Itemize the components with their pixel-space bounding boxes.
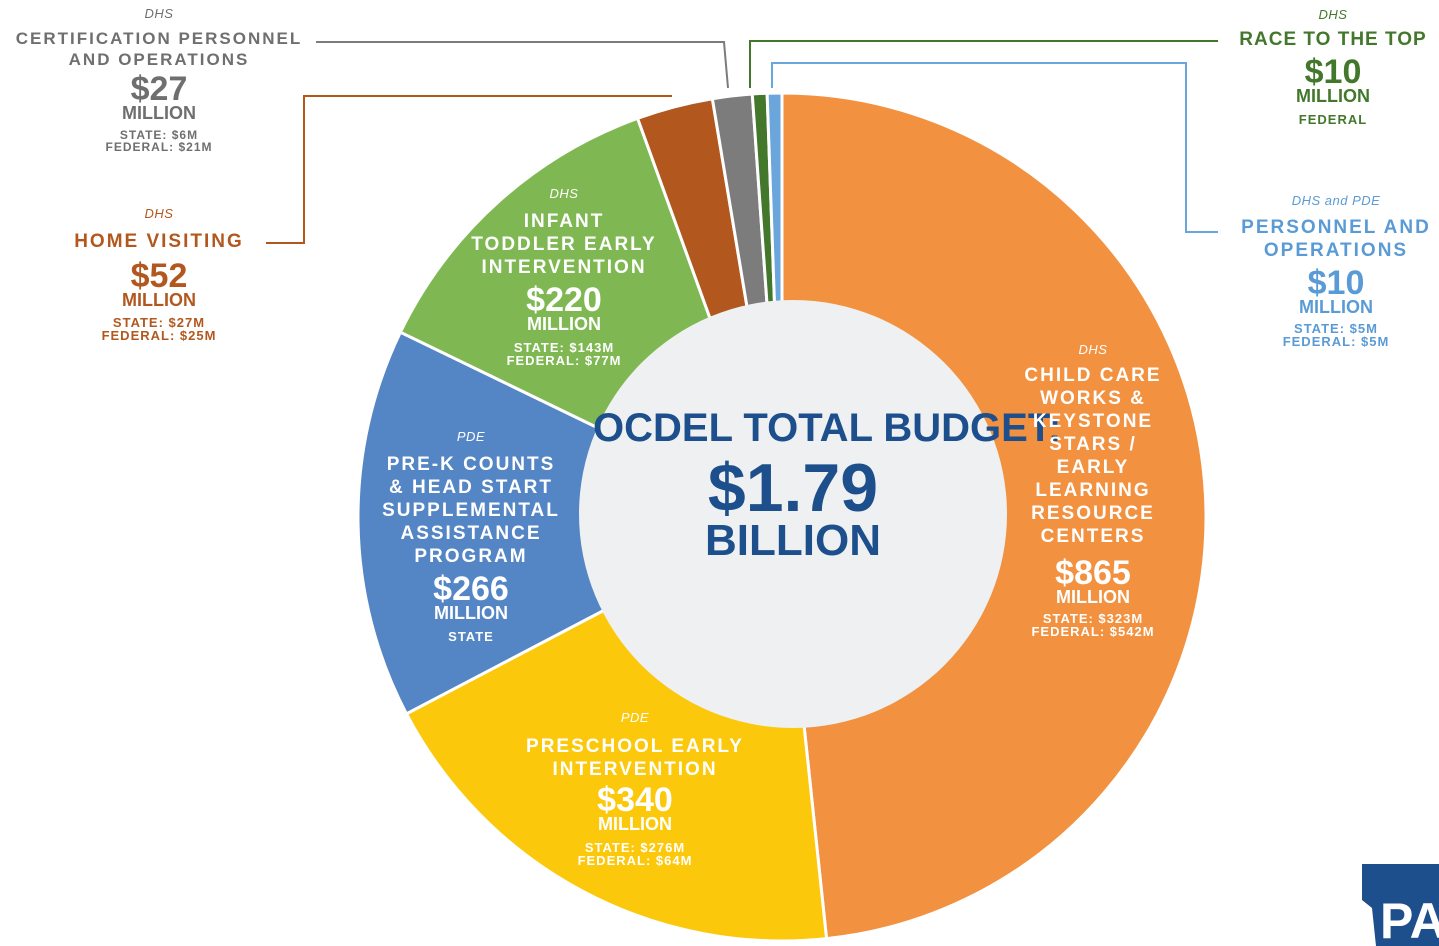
agency-label: DHS [144,206,174,221]
agency-label: DHS and PDE [1291,193,1381,208]
funding-split: STATE: $323M [1042,611,1144,626]
agency-label: DHS [1078,342,1108,357]
logo-text: PA [1380,893,1439,946]
total-unit: BILLION [705,516,881,565]
leader-line-personnel-operations [771,62,1218,233]
funding-split: FEDERAL: $21M [105,140,213,154]
slice-label-pre-k-counts: PDE PRE-K COUNTS & HEAD START SUPPLEMENT… [378,429,564,643]
funding-split: FEDERAL: $5M [1282,334,1390,349]
funding-split: FEDERAL [1298,112,1368,127]
leader-line-race-to-the-top [749,40,1218,88]
amount-unit: MILLION [434,603,508,623]
amount-unit: MILLION [1296,86,1370,106]
amount-label: $10 [1307,264,1365,302]
amount-unit: MILLION [1056,587,1130,607]
program-name-line: INTERVENTION [552,759,718,780]
program-name-line: RESOURCE [1031,503,1155,524]
center-label: OCDEL TOTAL BUDGET: $1.79 BILLION [593,405,1062,565]
agency-label: DHS [144,6,174,21]
funding-split: FEDERAL: $542M [1031,624,1155,639]
amount-unit: MILLION [598,814,672,834]
slice-label-certification: DHS CERTIFICATION PERSONNEL AND OPERATIO… [8,6,310,153]
center-disc [579,300,1007,728]
funding-split: FEDERAL: $77M [506,353,622,368]
program-name-line: OPERATIONS [1263,240,1409,261]
program-name-line: HOME VISITING [74,231,244,252]
leader-line-certification [316,41,729,89]
amount-unit: MILLION [1299,297,1373,317]
program-name-line: CERTIFICATION PERSONNEL [15,29,303,48]
funding-split: STATE [448,629,494,644]
program-name-line: CHILD CARE [1024,365,1162,386]
funding-split: STATE: $143M [513,340,615,355]
leader-line-home-visiting [266,95,672,244]
amount-unit: MILLION [122,290,196,310]
program-name-line: KEYSTONE [1032,411,1154,432]
funding-split: STATE: $5M [1294,321,1378,336]
slice-label-child-care: DHS CHILD CARE WORKS & KEYSTONE STARS / … [1008,342,1178,638]
amount-label: $10 [1304,53,1362,91]
slice-label-race-to-the-top: DHS RACE TO THE TOP $10 MILLION FEDERAL [1228,7,1438,126]
program-name-line: LEARNING [1035,480,1151,501]
amount-label: $52 [130,257,188,295]
amount-label: $220 [526,281,602,319]
program-name-line: SUPPLEMENTAL [382,500,560,521]
program-name-line: INFANT [523,211,605,232]
program-name-line: PROGRAM [414,546,528,567]
agency-label: PDE [456,429,486,444]
total-amount: $1.79 [707,450,879,526]
keystone-shape [1362,864,1439,946]
program-name-line: TODDLER EARLY [471,234,657,255]
amount-label: $340 [597,781,673,819]
agency-label: DHS [549,186,579,201]
funding-split: STATE: $27M [112,315,206,330]
agency-label: PDE [620,710,650,725]
chart-title: OCDEL TOTAL BUDGET: [593,406,1062,450]
program-name-line: PERSONNEL AND [1241,217,1431,238]
funding-split: FEDERAL: $64M [577,853,693,868]
program-name-line: WORKS & [1040,388,1146,409]
program-name-line: PRE-K COUNTS [386,454,556,475]
program-name-line: AND OPERATIONS [68,50,250,69]
funding-split: STATE: $6M [119,128,199,142]
slice-label-infant-toddler-ei: DHS INFANT TODDLER EARLY INTERVENTION $2… [458,186,670,367]
leader-lines [266,40,1218,244]
slice-label-home-visiting: DHS HOME VISITING $52 MILLION STATE: $27… [60,206,258,342]
program-name-line: EARLY [1056,457,1130,478]
slice-label-preschool-ei: PDE PRESCHOOL EARLY INTERVENTION $340 MI… [500,710,770,867]
program-name-line: INTERVENTION [481,257,647,278]
program-name-line: PRESCHOOL EARLY [526,736,744,757]
slice-label-personnel-operations: DHS and PDE PERSONNEL AND OPERATIONS $10… [1228,193,1439,348]
program-name-line: STARS / [1049,434,1137,455]
slice-2 [356,330,786,716]
funding-split: FEDERAL: $25M [101,328,217,343]
program-name-line: RACE TO THE TOP [1239,29,1427,50]
funding-split: STATE: $276M [584,840,686,855]
amount-unit: MILLION [527,314,601,334]
amount-unit: MILLION [122,103,196,123]
agency-label: DHS [1318,7,1348,22]
pa-keystone-logo: PA [1362,864,1439,946]
amount-label: $266 [433,570,509,608]
amount-label: $865 [1055,554,1131,592]
program-name-line: CENTERS [1040,526,1146,547]
program-name-line: & HEAD START [388,477,554,498]
amount-label: $27 [130,70,188,108]
program-name-line: ASSISTANCE [400,523,542,544]
